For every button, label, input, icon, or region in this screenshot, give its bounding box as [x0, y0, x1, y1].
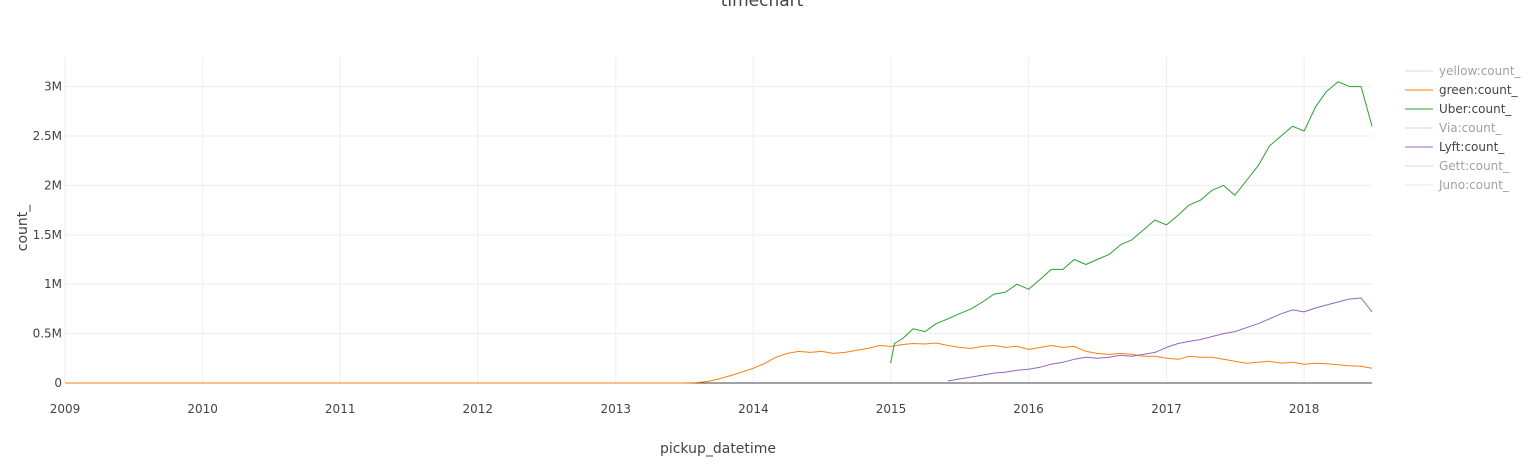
- legend-label: Gett:count_: [1439, 159, 1510, 173]
- legend-label: Uber:count_: [1439, 102, 1512, 116]
- legend-item-juno[interactable]: Juno:count_: [1405, 178, 1510, 192]
- legend-item-yellow[interactable]: yellow:count_: [1405, 64, 1522, 78]
- legend-label: green:count_: [1439, 83, 1519, 97]
- axes: 2009 2010 2011 2012 2013 2014 2015 2016 2017 2018…: [33, 80, 1372, 416]
- series-line-green: [65, 342, 1373, 384]
- y-axis-title: count_: [15, 204, 31, 251]
- y-tick-label: 0: [54, 376, 62, 390]
- legend-item-green[interactable]: green:count_: [1405, 83, 1519, 97]
- chart-title: timechart: [721, 0, 804, 11]
- legend-label: Juno:count_: [1438, 178, 1510, 192]
- x-tick-label: 2015: [876, 402, 907, 416]
- series-line-uber: [890, 81, 1373, 364]
- x-tick-label: 2010: [187, 402, 218, 416]
- y-tick-label: 2.5M: [33, 129, 62, 143]
- legend-label: yellow:count_: [1439, 64, 1522, 78]
- x-tick-label: 2009: [50, 402, 81, 416]
- y-tick-label: 1M: [44, 277, 62, 291]
- legend-label: Via:count_: [1439, 121, 1503, 135]
- x-tick-label: 2014: [738, 402, 769, 416]
- y-tick-label: 2M: [44, 178, 62, 192]
- y-tick-label: 1.5M: [33, 228, 62, 242]
- x-tick-label: 2017: [1151, 402, 1182, 416]
- x-tick-label: 2013: [600, 402, 631, 416]
- x-tick-label: 2016: [1013, 402, 1044, 416]
- legend-label: Lyft:count_: [1439, 140, 1505, 154]
- x-tick-label: 2018: [1289, 402, 1320, 416]
- legend-item-gett[interactable]: Gett:count_: [1405, 159, 1510, 173]
- x-tick-label: 2011: [325, 402, 356, 416]
- gridlines: [64, 57, 1372, 383]
- x-axis-title: pickup_datetime: [660, 441, 776, 457]
- x-tick-label: 2012: [463, 402, 494, 416]
- series-lines: [65, 81, 1373, 384]
- legend: yellow:count_ green:count_ Uber:count_ Via:…: [1405, 64, 1522, 192]
- y-tick-label: 3M: [44, 80, 62, 94]
- legend-item-uber[interactable]: Uber:count_: [1405, 102, 1512, 116]
- legend-item-lyft[interactable]: Lyft:count_: [1405, 140, 1505, 154]
- series-line-lyft: [947, 297, 1373, 382]
- legend-item-via[interactable]: Via:count_: [1405, 121, 1503, 135]
- y-tick-label: 0.5M: [33, 327, 62, 341]
